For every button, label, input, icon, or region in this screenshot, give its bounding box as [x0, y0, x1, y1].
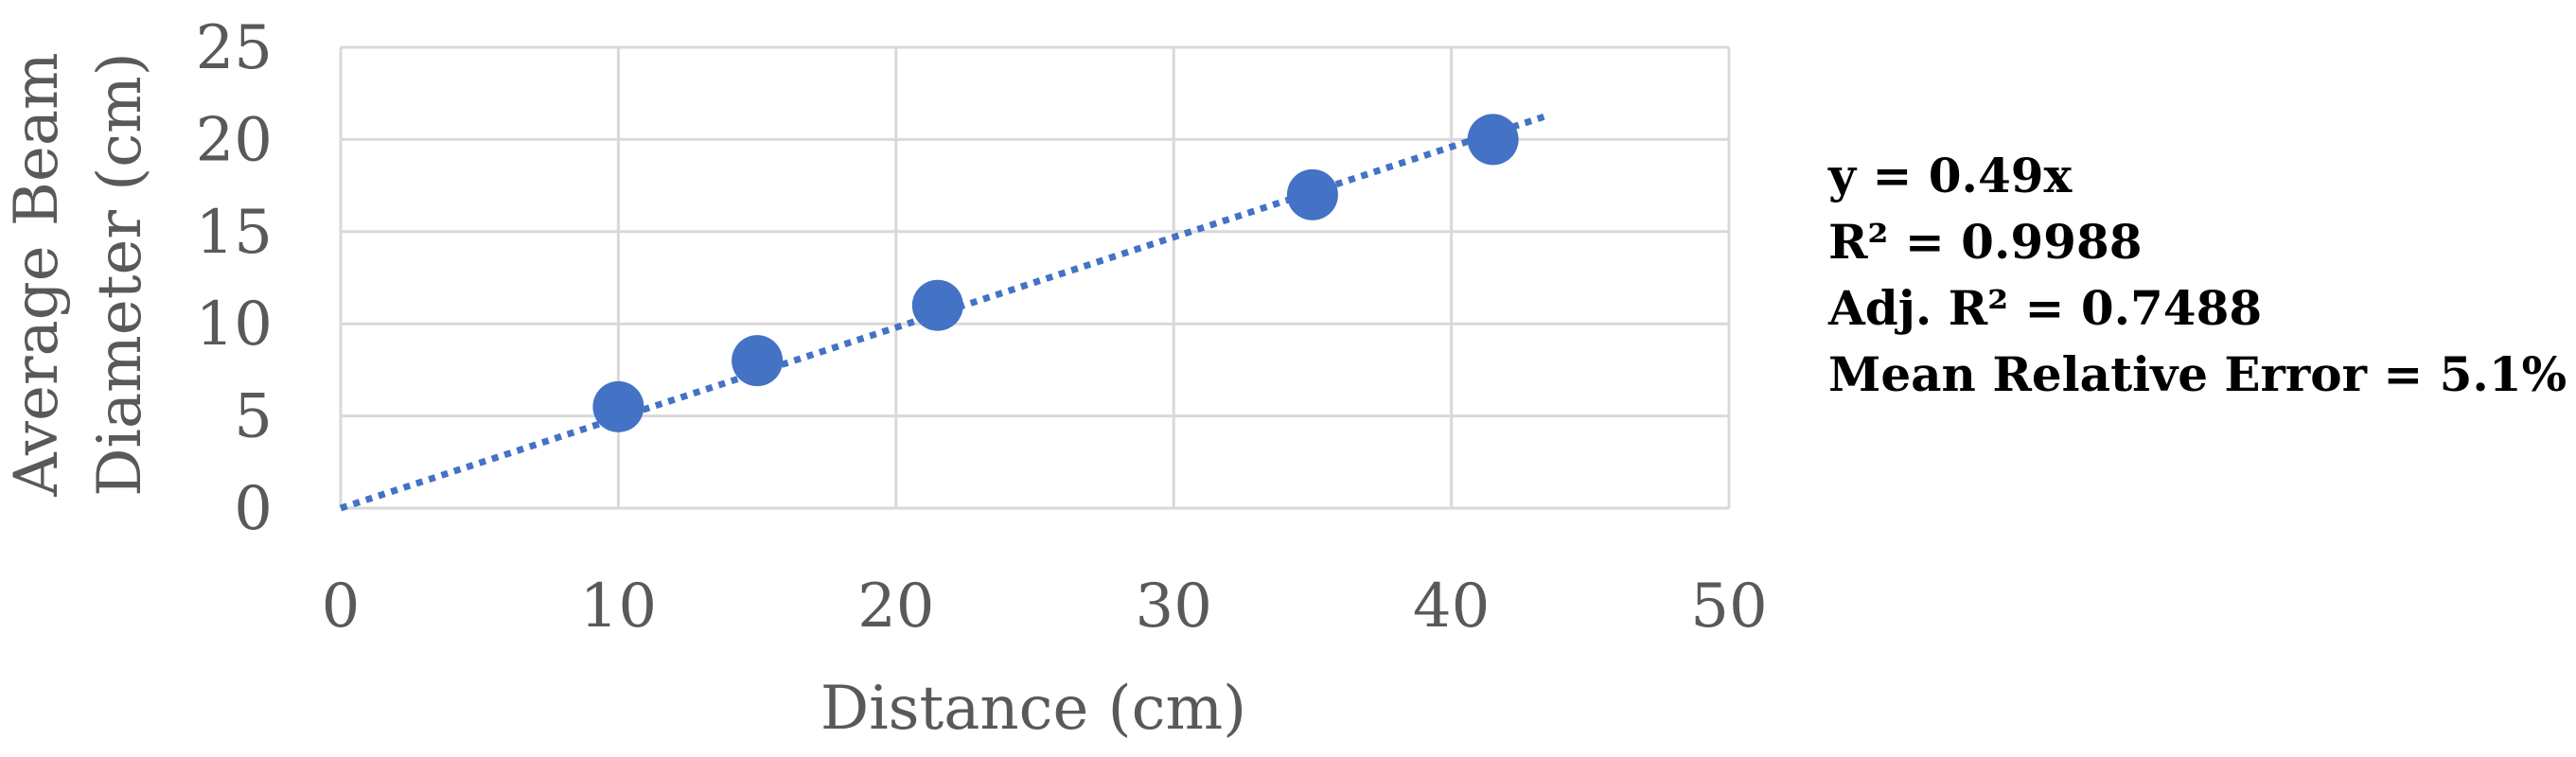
data-point	[732, 335, 784, 387]
y-tick-label: 20	[196, 105, 273, 175]
data-points	[592, 114, 1519, 432]
y-tick-label: 0	[234, 474, 273, 544]
y-axis-label-line-1: Average Beam	[2, 52, 72, 497]
y-axis-label-line-2: Diameter (cm)	[85, 52, 155, 497]
data-point	[1286, 168, 1338, 220]
x-tick-label: 30	[1135, 572, 1211, 642]
grid-lines	[339, 45, 1731, 510]
annotation-r-squared: R² = 0.9988	[1828, 214, 2143, 270]
annotation-equation: y = 0.49x	[1827, 148, 2073, 203]
annotation-adj-r-squared: Adj. R² = 0.7488	[1827, 280, 2262, 336]
y-tick-label: 10	[196, 290, 273, 360]
data-point	[911, 279, 963, 331]
x-tick-labels: 0 10 20 30 40 50	[322, 572, 1768, 642]
annotation-mean-relative-error: Mean Relative Error = 5.1%	[1828, 346, 2567, 402]
x-tick-label: 20	[857, 572, 934, 642]
y-tick-label: 25	[196, 13, 273, 83]
y-tick-labels: 0 5 10 15 20 25	[196, 13, 273, 544]
x-axis-label: Distance (cm)	[820, 674, 1246, 744]
data-point	[592, 380, 644, 432]
data-point	[1467, 114, 1519, 166]
x-tick-label: 10	[580, 572, 657, 642]
x-tick-label: 40	[1413, 572, 1490, 642]
regression-annotation: y = 0.49x R² = 0.9988 Adj. R² = 0.7488 M…	[1827, 148, 2567, 402]
x-tick-label: 50	[1690, 572, 1767, 642]
y-tick-label: 5	[234, 382, 273, 452]
y-axis-label: Average Beam Diameter (cm)	[2, 52, 155, 497]
y-tick-label: 15	[196, 198, 273, 268]
x-tick-label: 0	[322, 572, 361, 642]
